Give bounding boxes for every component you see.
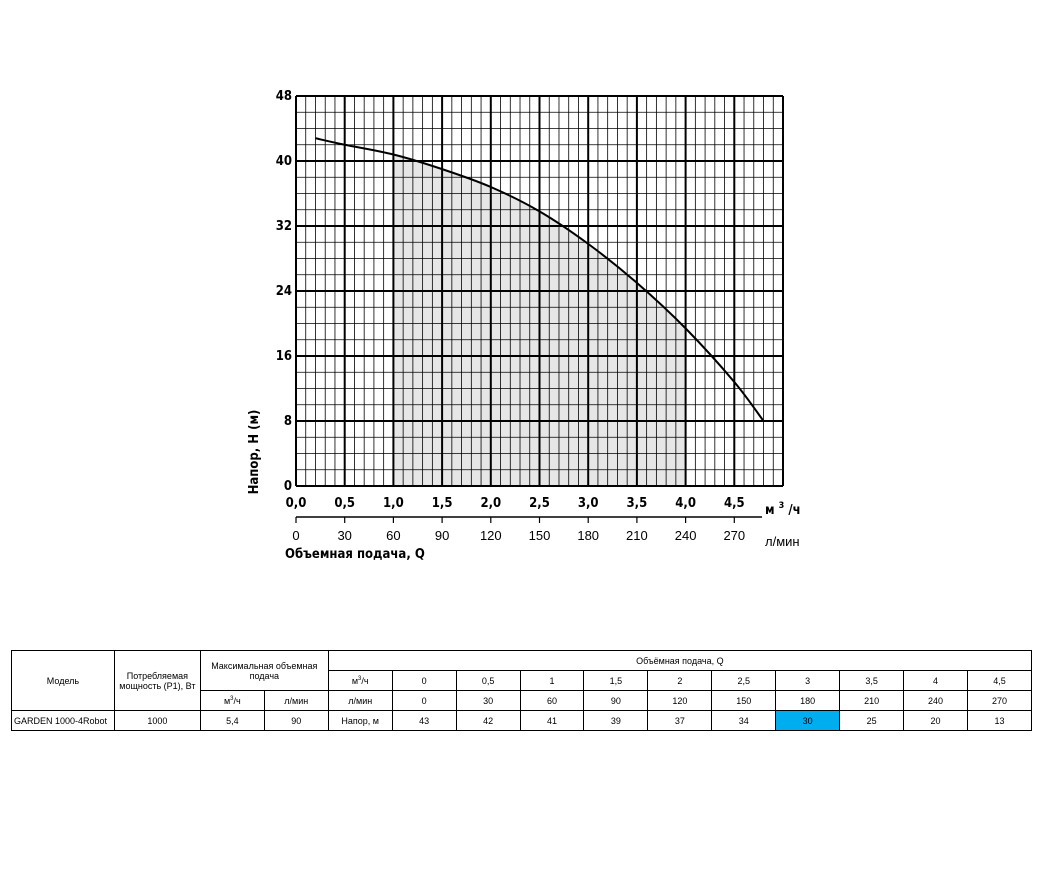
flow-m3h-cell: 4: [903, 670, 968, 691]
head-row-label: Напор, м: [327, 710, 393, 731]
flow-lmin-cell: 180: [775, 690, 841, 711]
x-tick-label: 1,5: [432, 496, 453, 511]
header-flow: Объёмная подача, Q: [327, 650, 1033, 671]
y-tick-label: 0: [284, 479, 292, 494]
header-lmin-label: л/мин: [327, 690, 393, 711]
header-model: Модель: [11, 650, 115, 711]
x-axis-ticks: 0,0 0,5 1,0 1,5 2,0 2,5 3,0 3,5 4,0 4,5: [286, 496, 745, 511]
secondary-x-axis: 0 30 60 90 120 150 180 210 240 270: [292, 516, 762, 543]
x2-tick-label: 30: [337, 528, 351, 543]
flow-m3h-cell: 0,5: [455, 670, 521, 691]
flow-lmin-cell: 60: [519, 690, 585, 711]
header-m3h-label: м3/ч: [327, 670, 393, 691]
x-tick-label: 0,5: [334, 496, 355, 511]
head-cell: 20: [903, 710, 968, 731]
x-tick-label: 3,5: [627, 496, 648, 511]
x-unit-primary-sup: 3: [779, 501, 785, 511]
x2-tick-label: 0: [292, 528, 299, 543]
x-tick-label: 0,0: [286, 496, 307, 511]
y-tick-label: 40: [276, 154, 292, 169]
x-unit-primary-tail: /ч: [788, 503, 800, 518]
y-tick-label: 48: [276, 89, 292, 104]
head-cell: 34: [711, 710, 777, 731]
max-m3h-label: м3/ч: [199, 690, 265, 711]
header-max-flow: Максимальная объемная подача: [199, 650, 329, 691]
flow-m3h-cell: 1: [519, 670, 585, 691]
x2-tick-label: 240: [675, 528, 697, 543]
flow-m3h-cell: 2: [647, 670, 713, 691]
x-unit-primary-base: м: [765, 503, 775, 518]
row-model: GARDEN 1000-4Robot: [11, 710, 115, 731]
spec-table: Модель Потребляемая мощность (P1), Вт Ма…: [11, 650, 1033, 731]
head-cell: 41: [519, 710, 585, 731]
m3h-base: м: [351, 675, 359, 686]
flow-lmin-cell: 210: [839, 690, 905, 711]
x2-tick-label: 180: [577, 528, 599, 543]
x2-tick-label: 150: [529, 528, 551, 543]
flow-lmin-cell: 90: [583, 690, 649, 711]
flow-lmin-cell: 270: [966, 690, 1033, 711]
header-power: Потребляемая мощность (P1), Вт: [113, 650, 201, 711]
flow-lmin-cell: 240: [903, 690, 968, 711]
flow-m3h-cell: 3,5: [839, 670, 905, 691]
head-cell: 37: [647, 710, 713, 731]
flow-lmin-cell: 120: [647, 690, 713, 711]
x-tick-label: 2,0: [480, 496, 501, 511]
y-tick-label: 24: [276, 284, 292, 299]
x-tick-label: 1,0: [383, 496, 404, 511]
x-tick-label: 3,0: [578, 496, 599, 511]
head-cell-highlighted: 30: [775, 710, 841, 731]
x2-tick-label: 210: [626, 528, 648, 543]
m3h-sup: 3: [358, 675, 362, 682]
max-lmin-label: л/мин: [263, 690, 329, 711]
flow-lmin-cell: 150: [711, 690, 777, 711]
head-cell: 25: [839, 710, 905, 731]
flow-m3h-cell: 1,5: [583, 670, 649, 691]
x2-tick-label: 90: [435, 528, 449, 543]
y-tick-label: 8: [284, 414, 292, 429]
curve-layer: [315, 137, 765, 422]
x-tick-label: 4,0: [675, 496, 696, 511]
head-cell: 42: [455, 710, 521, 731]
x-unit-secondary: л/мин: [765, 534, 800, 549]
flow-lmin-cell: 0: [391, 690, 457, 711]
head-cell: 43: [391, 710, 457, 731]
flow-m3h-cell: 0: [391, 670, 457, 691]
m3h-sup: 3: [230, 695, 234, 702]
head-cell: 13: [966, 710, 1033, 731]
flow-m3h-cell: 2,5: [711, 670, 777, 691]
y-axis-ticks: 0 8 16 24 32 40 48: [276, 89, 292, 494]
m3h-base: м: [223, 695, 231, 706]
flow-lmin-cell: 30: [455, 690, 521, 711]
row-max-lmin: 90: [263, 710, 329, 731]
row-power: 1000: [113, 710, 201, 731]
row-max-m3h: 5,4: [199, 710, 265, 731]
x-tick-label: 2,5: [529, 496, 550, 511]
x-tick-label: 4,5: [724, 496, 745, 511]
flow-m3h-cell: 3: [775, 670, 841, 691]
x-axis-label: Объемная подача, Q: [285, 547, 425, 562]
flow-m3h-cell: 4,5: [966, 670, 1033, 691]
x2-tick-label: 60: [386, 528, 400, 543]
m3h-tail: /ч: [233, 695, 241, 706]
m3h-tail: /ч: [361, 675, 369, 686]
x2-tick-label: 270: [723, 528, 745, 543]
series-line: [315, 137, 765, 422]
head-cell: 39: [583, 710, 649, 731]
chart-grid: [295, 95, 784, 487]
y-tick-label: 16: [276, 349, 292, 364]
y-tick-label: 32: [276, 219, 292, 234]
x2-tick-label: 120: [480, 528, 502, 543]
x-unit-primary: м 3 /ч: [765, 497, 801, 518]
y-axis-label: Напор, H (м): [247, 410, 262, 495]
